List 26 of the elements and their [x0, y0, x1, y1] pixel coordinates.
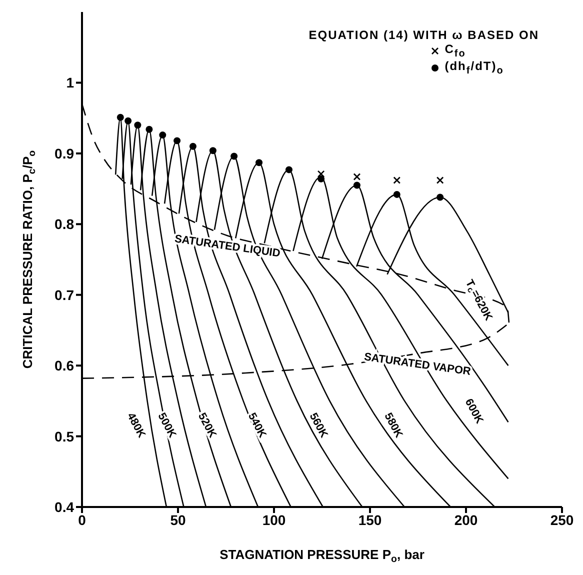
- text: SATURATED LIQUID: [174, 233, 282, 260]
- text: 540K: [245, 411, 268, 440]
- legend-label: (dh$_{f}$/dT)$_{o}$: [444, 59, 504, 77]
- x-axis-title: STAGNATION PRESSURE P$_{o}$, bar: [220, 547, 424, 565]
- text: 560K: [306, 411, 330, 440]
- text: 580K: [382, 411, 405, 440]
- y-tick-label: 0.9: [54, 145, 74, 162]
- x-tick-label: 100: [262, 512, 286, 528]
- y-tick-label: 0.4: [54, 498, 74, 515]
- text: 600K: [462, 396, 486, 426]
- legend-label: C$_{fo}$: [444, 42, 466, 60]
- x-tick-label: 0: [78, 512, 86, 528]
- x-tick-label: 50: [170, 512, 186, 528]
- legend-title: EQUATION (14) WITH ω BASED ON: [308, 28, 539, 42]
- y-tick-label: 0.7: [54, 286, 74, 303]
- x-tick-label: 150: [358, 512, 382, 528]
- text: SATURATED VAPOR: [363, 351, 472, 378]
- x-tick-label: 200: [454, 512, 478, 528]
- text: 480K: [124, 411, 148, 440]
- y-tick-label: 0.8: [54, 216, 74, 232]
- y-tick-label: 0.5: [54, 428, 74, 444]
- text: 500K: [155, 411, 178, 440]
- text: 520K: [196, 411, 218, 440]
- y-tick-label: 1: [66, 74, 74, 91]
- x-tick-label: 250: [550, 512, 574, 528]
- y-tick-label: 0.6: [54, 358, 74, 374]
